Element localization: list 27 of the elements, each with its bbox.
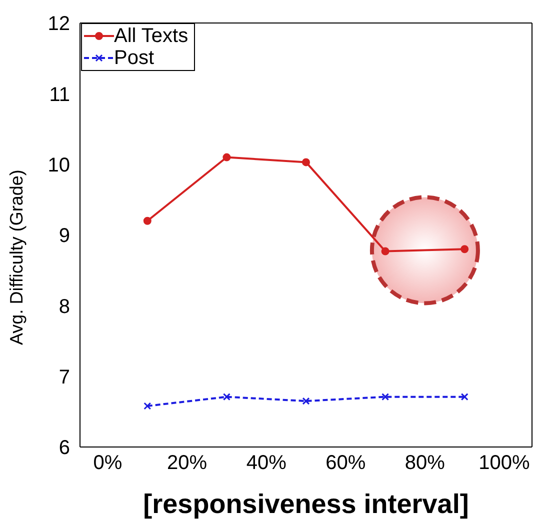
point xyxy=(302,397,310,405)
x-tick-label: 60% xyxy=(326,452,366,474)
y-tick-label: 12 xyxy=(48,13,70,36)
point xyxy=(222,393,230,401)
x-tick-label: 40% xyxy=(246,452,287,474)
y-axis-title: Avg. Difficulty (Grade) xyxy=(6,170,26,345)
legend-label: All Texts xyxy=(114,25,188,47)
y-tick-label: 7 xyxy=(58,366,70,388)
x-tick-label: 80% xyxy=(404,452,446,474)
y-tick-label: 11 xyxy=(49,84,70,106)
y-tick-label: 10 xyxy=(48,154,70,176)
point xyxy=(143,216,152,225)
point xyxy=(381,247,390,256)
x-tick-label: 100% xyxy=(478,452,530,474)
x-tick-label: 20% xyxy=(167,452,208,474)
point xyxy=(222,153,231,162)
point xyxy=(144,402,152,410)
x-axis-title: [responsiveness interval] xyxy=(143,489,469,519)
y-tick-label: 6 xyxy=(58,437,70,460)
legend-label: Post xyxy=(114,47,154,69)
point xyxy=(382,393,390,401)
y-tick-label: 8 xyxy=(58,296,70,318)
x-tick-label: 0% xyxy=(93,452,122,474)
point xyxy=(302,158,310,166)
y-tick-label: 9 xyxy=(58,225,70,248)
point xyxy=(460,245,469,254)
point xyxy=(460,393,468,401)
